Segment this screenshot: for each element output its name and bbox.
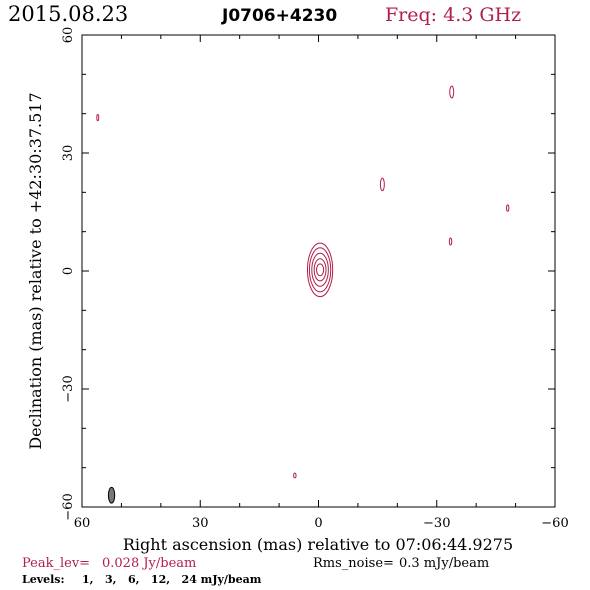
y-tick-label: 60 [61,27,76,44]
x-tick-label: 60 [74,516,91,531]
core-contour [316,263,325,277]
y-tick-label: 30 [61,145,76,162]
core-contour [306,242,334,298]
x-axis-label: Right ascension (mas) relative to 07:06:… [123,535,513,554]
y-axis-label: Declination (mas) relative to +42:30:37.… [26,92,45,449]
rms-noise-label: Rms_noise= [313,556,394,571]
levels-label: Levels: [22,573,65,586]
observation-date: 2015.08.23 [8,2,128,26]
isolated-contour [506,204,510,212]
isolated-contour [293,472,297,479]
source-name: J0706+4230 [221,6,337,26]
beam-ellipse [107,486,116,504]
levels-values: 1, 3, 6, 12, 24 mJy/beam [82,573,262,586]
isolated-contour [448,237,453,246]
y-tick-label: 0 [61,267,76,275]
peak-level-label: Peak_lev= [22,556,90,571]
isolated-contour [449,85,455,99]
y-tick-label: −30 [61,375,76,402]
core-contour [308,247,332,293]
contour-layer [96,85,510,504]
peak-level-value: 0.028 Jy/beam [102,556,196,571]
plot-frame [81,34,556,508]
x-tick-label: −60 [541,516,568,531]
frequency-label: Freq: 4.3 GHz [385,4,521,26]
rms-noise-value: 0.3 mJy/beam [399,556,489,571]
isolated-contour [379,177,385,192]
x-tick-label: 0 [314,516,322,531]
core-contour [313,258,327,282]
isolated-contour [96,113,100,122]
core-contour [311,252,329,287]
x-tick-label: −30 [423,516,450,531]
axis-ticks [81,34,556,508]
x-tick-label: 30 [192,516,209,531]
y-tick-label: −60 [61,493,76,520]
